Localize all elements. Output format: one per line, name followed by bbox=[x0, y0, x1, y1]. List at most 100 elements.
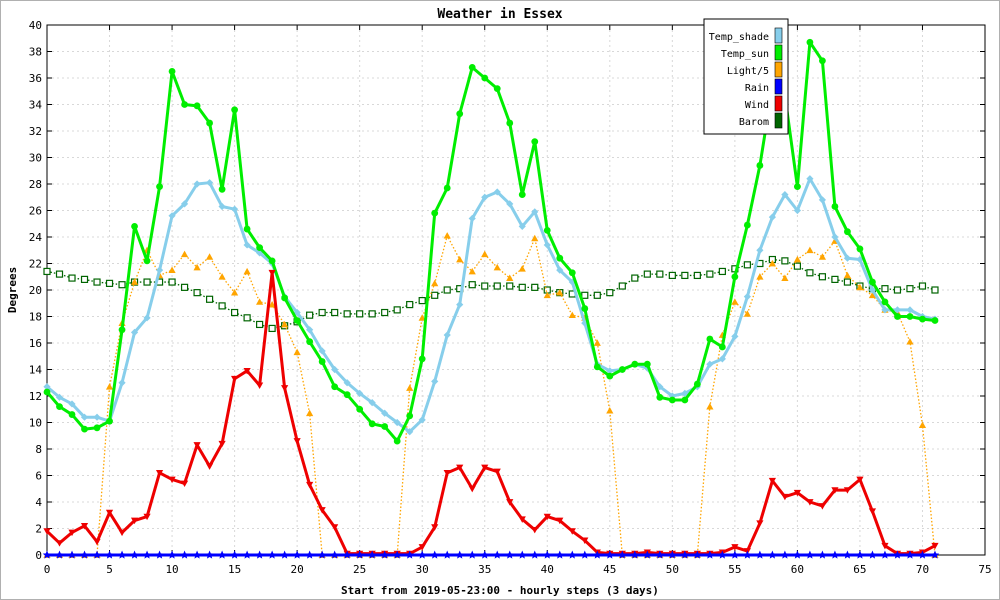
data-point-rain bbox=[192, 550, 202, 559]
data-point-barom bbox=[431, 291, 439, 299]
data-point-light-5 bbox=[493, 263, 501, 271]
data-point-barom bbox=[331, 308, 339, 317]
data-point-light-5 bbox=[843, 271, 852, 279]
data-point-temp-sun bbox=[643, 360, 651, 368]
data-point-barom bbox=[506, 282, 514, 290]
data-point-barom bbox=[718, 267, 726, 276]
data-point-temp-sun bbox=[531, 138, 539, 146]
data-point-rain bbox=[417, 550, 427, 559]
data-point-temp-sun bbox=[318, 358, 326, 365]
data-point-wind bbox=[205, 463, 214, 470]
data-point-rain bbox=[643, 550, 652, 559]
data-point-temp-sun bbox=[68, 411, 76, 418]
y-tick-label: 22 bbox=[29, 258, 42, 271]
y-tick-label: 32 bbox=[29, 125, 42, 138]
data-point-temp-shade bbox=[143, 314, 151, 322]
data-point-rain bbox=[255, 550, 264, 559]
data-point-temp-sun bbox=[456, 110, 464, 118]
data-point-temp-sun bbox=[343, 391, 351, 399]
data-point-barom bbox=[481, 282, 489, 290]
data-point-wind bbox=[193, 442, 201, 449]
data-point-rain bbox=[805, 550, 815, 559]
data-point-temp-shade bbox=[306, 326, 314, 334]
data-point-barom bbox=[68, 274, 76, 282]
data-point-rain bbox=[467, 550, 477, 559]
data-point-barom bbox=[306, 311, 314, 319]
data-point-rain bbox=[843, 550, 852, 559]
data-point-barom bbox=[631, 274, 639, 282]
data-point-light-5 bbox=[243, 267, 251, 275]
data-point-temp-shade bbox=[80, 413, 89, 421]
data-point-temp-sun bbox=[443, 184, 451, 192]
data-point-light-5 bbox=[306, 409, 314, 417]
data-point-rain bbox=[930, 550, 940, 559]
data-point-rain bbox=[67, 550, 77, 559]
data-point-wind bbox=[281, 385, 289, 392]
data-point-temp-shade bbox=[781, 191, 789, 199]
data-point-temp-shade bbox=[468, 214, 476, 223]
data-point-temp-sun bbox=[506, 119, 514, 127]
data-point-wind bbox=[531, 526, 539, 534]
data-point-wind bbox=[293, 438, 301, 445]
data-point-light-5 bbox=[806, 246, 814, 254]
legend-label-temp-sun: Temp_sun bbox=[721, 49, 769, 60]
data-point-rain bbox=[80, 550, 89, 559]
data-point-temp-shade bbox=[356, 389, 364, 397]
data-point-barom bbox=[806, 269, 814, 277]
data-point-temp-shade bbox=[731, 332, 739, 340]
data-point-wind bbox=[256, 382, 264, 389]
data-point-rain bbox=[718, 550, 727, 559]
data-point-temp-shade bbox=[718, 355, 726, 363]
data-point-temp-shade bbox=[381, 409, 389, 417]
data-point-light-5 bbox=[443, 232, 451, 239]
data-point-light-5 bbox=[293, 348, 301, 356]
x-tick-label: 10 bbox=[165, 563, 178, 576]
data-point-barom bbox=[318, 308, 326, 317]
legend-label-light-5: Light/5 bbox=[727, 66, 769, 77]
data-point-rain bbox=[180, 550, 189, 559]
data-point-rain bbox=[405, 550, 414, 559]
data-point-temp-shade bbox=[130, 328, 139, 336]
data-point-barom bbox=[55, 270, 64, 278]
x-tick-label: 70 bbox=[916, 563, 929, 576]
data-point-rain bbox=[105, 550, 114, 559]
data-point-rain bbox=[905, 550, 915, 559]
data-point-temp-shade bbox=[818, 196, 827, 204]
data-point-wind bbox=[118, 529, 126, 537]
y-tick-label: 10 bbox=[29, 417, 42, 430]
data-point-light-5 bbox=[606, 406, 614, 414]
data-point-temp-shade bbox=[806, 175, 814, 183]
data-point-light-5 bbox=[918, 421, 927, 429]
data-point-temp-shade bbox=[706, 360, 714, 368]
data-point-rain bbox=[542, 550, 552, 559]
data-point-temp-sun bbox=[406, 412, 414, 420]
data-point-temp-shade bbox=[205, 179, 214, 187]
data-point-wind bbox=[43, 528, 51, 535]
data-point-temp-sun bbox=[356, 405, 364, 413]
data-point-light-5 bbox=[556, 289, 564, 296]
data-point-rain bbox=[167, 550, 177, 559]
data-point-light-5 bbox=[706, 403, 714, 410]
data-point-wind bbox=[456, 464, 464, 472]
data-point-temp-sun bbox=[418, 355, 426, 363]
data-point-temp-sun bbox=[518, 191, 526, 199]
data-point-rain bbox=[705, 550, 715, 559]
legend-label-wind: Wind bbox=[745, 100, 769, 111]
data-point-temp-shade bbox=[243, 241, 251, 249]
data-point-light-5 bbox=[731, 298, 739, 305]
data-point-light-5 bbox=[518, 265, 526, 272]
data-point-rain bbox=[868, 550, 877, 559]
data-point-rain bbox=[568, 550, 577, 559]
data-point-wind bbox=[881, 542, 889, 550]
data-point-barom bbox=[606, 289, 614, 297]
data-point-temp-sun bbox=[481, 74, 489, 82]
data-point-barom bbox=[881, 285, 889, 293]
y-tick-label: 24 bbox=[29, 231, 43, 244]
data-point-light-5 bbox=[168, 266, 176, 274]
data-point-temp-shade bbox=[393, 418, 401, 427]
y-tick-label: 36 bbox=[29, 72, 42, 85]
data-point-rain bbox=[217, 550, 227, 559]
data-point-wind bbox=[568, 528, 576, 535]
